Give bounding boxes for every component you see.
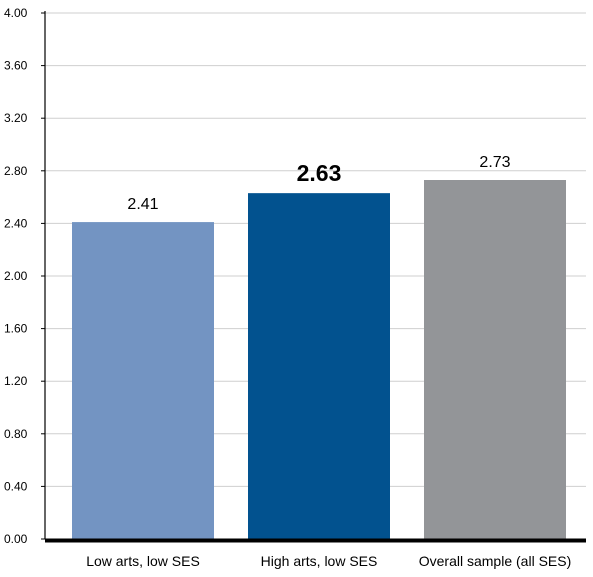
y-tick-label: 3.60	[4, 59, 28, 73]
labels: 0.00 0.40 0.80 1.20 1.60 2.00 2.40 2.80 3.20 3.60…	[4, 6, 571, 569]
y-tick-label: 0.80	[4, 427, 28, 441]
bar-value-label: 2.41	[127, 196, 158, 213]
bar-value-label: 2.73	[479, 154, 510, 171]
x-category-label: High arts, low SES	[261, 553, 378, 569]
y-tick-label: 2.40	[4, 216, 28, 230]
bar	[72, 222, 214, 539]
bar	[424, 180, 566, 539]
y-tick-label: 2.80	[4, 164, 28, 178]
y-tick-label: 0.00	[4, 532, 28, 546]
y-tick-label: 1.20	[4, 374, 28, 388]
x-category-label: Low arts, low SES	[86, 553, 200, 569]
bars	[72, 180, 566, 539]
y-tick-label: 0.40	[4, 479, 28, 493]
bar	[248, 193, 390, 539]
axes	[41, 11, 586, 543]
y-tick-label: 4.00	[4, 6, 28, 20]
x-category-label: Overall sample (all SES)	[419, 553, 572, 569]
y-tick-label: 2.00	[4, 269, 28, 283]
y-tick-label: 3.20	[4, 111, 28, 125]
y-tick-label: 1.60	[4, 322, 28, 336]
bar-value-label: 2.63	[297, 160, 342, 186]
